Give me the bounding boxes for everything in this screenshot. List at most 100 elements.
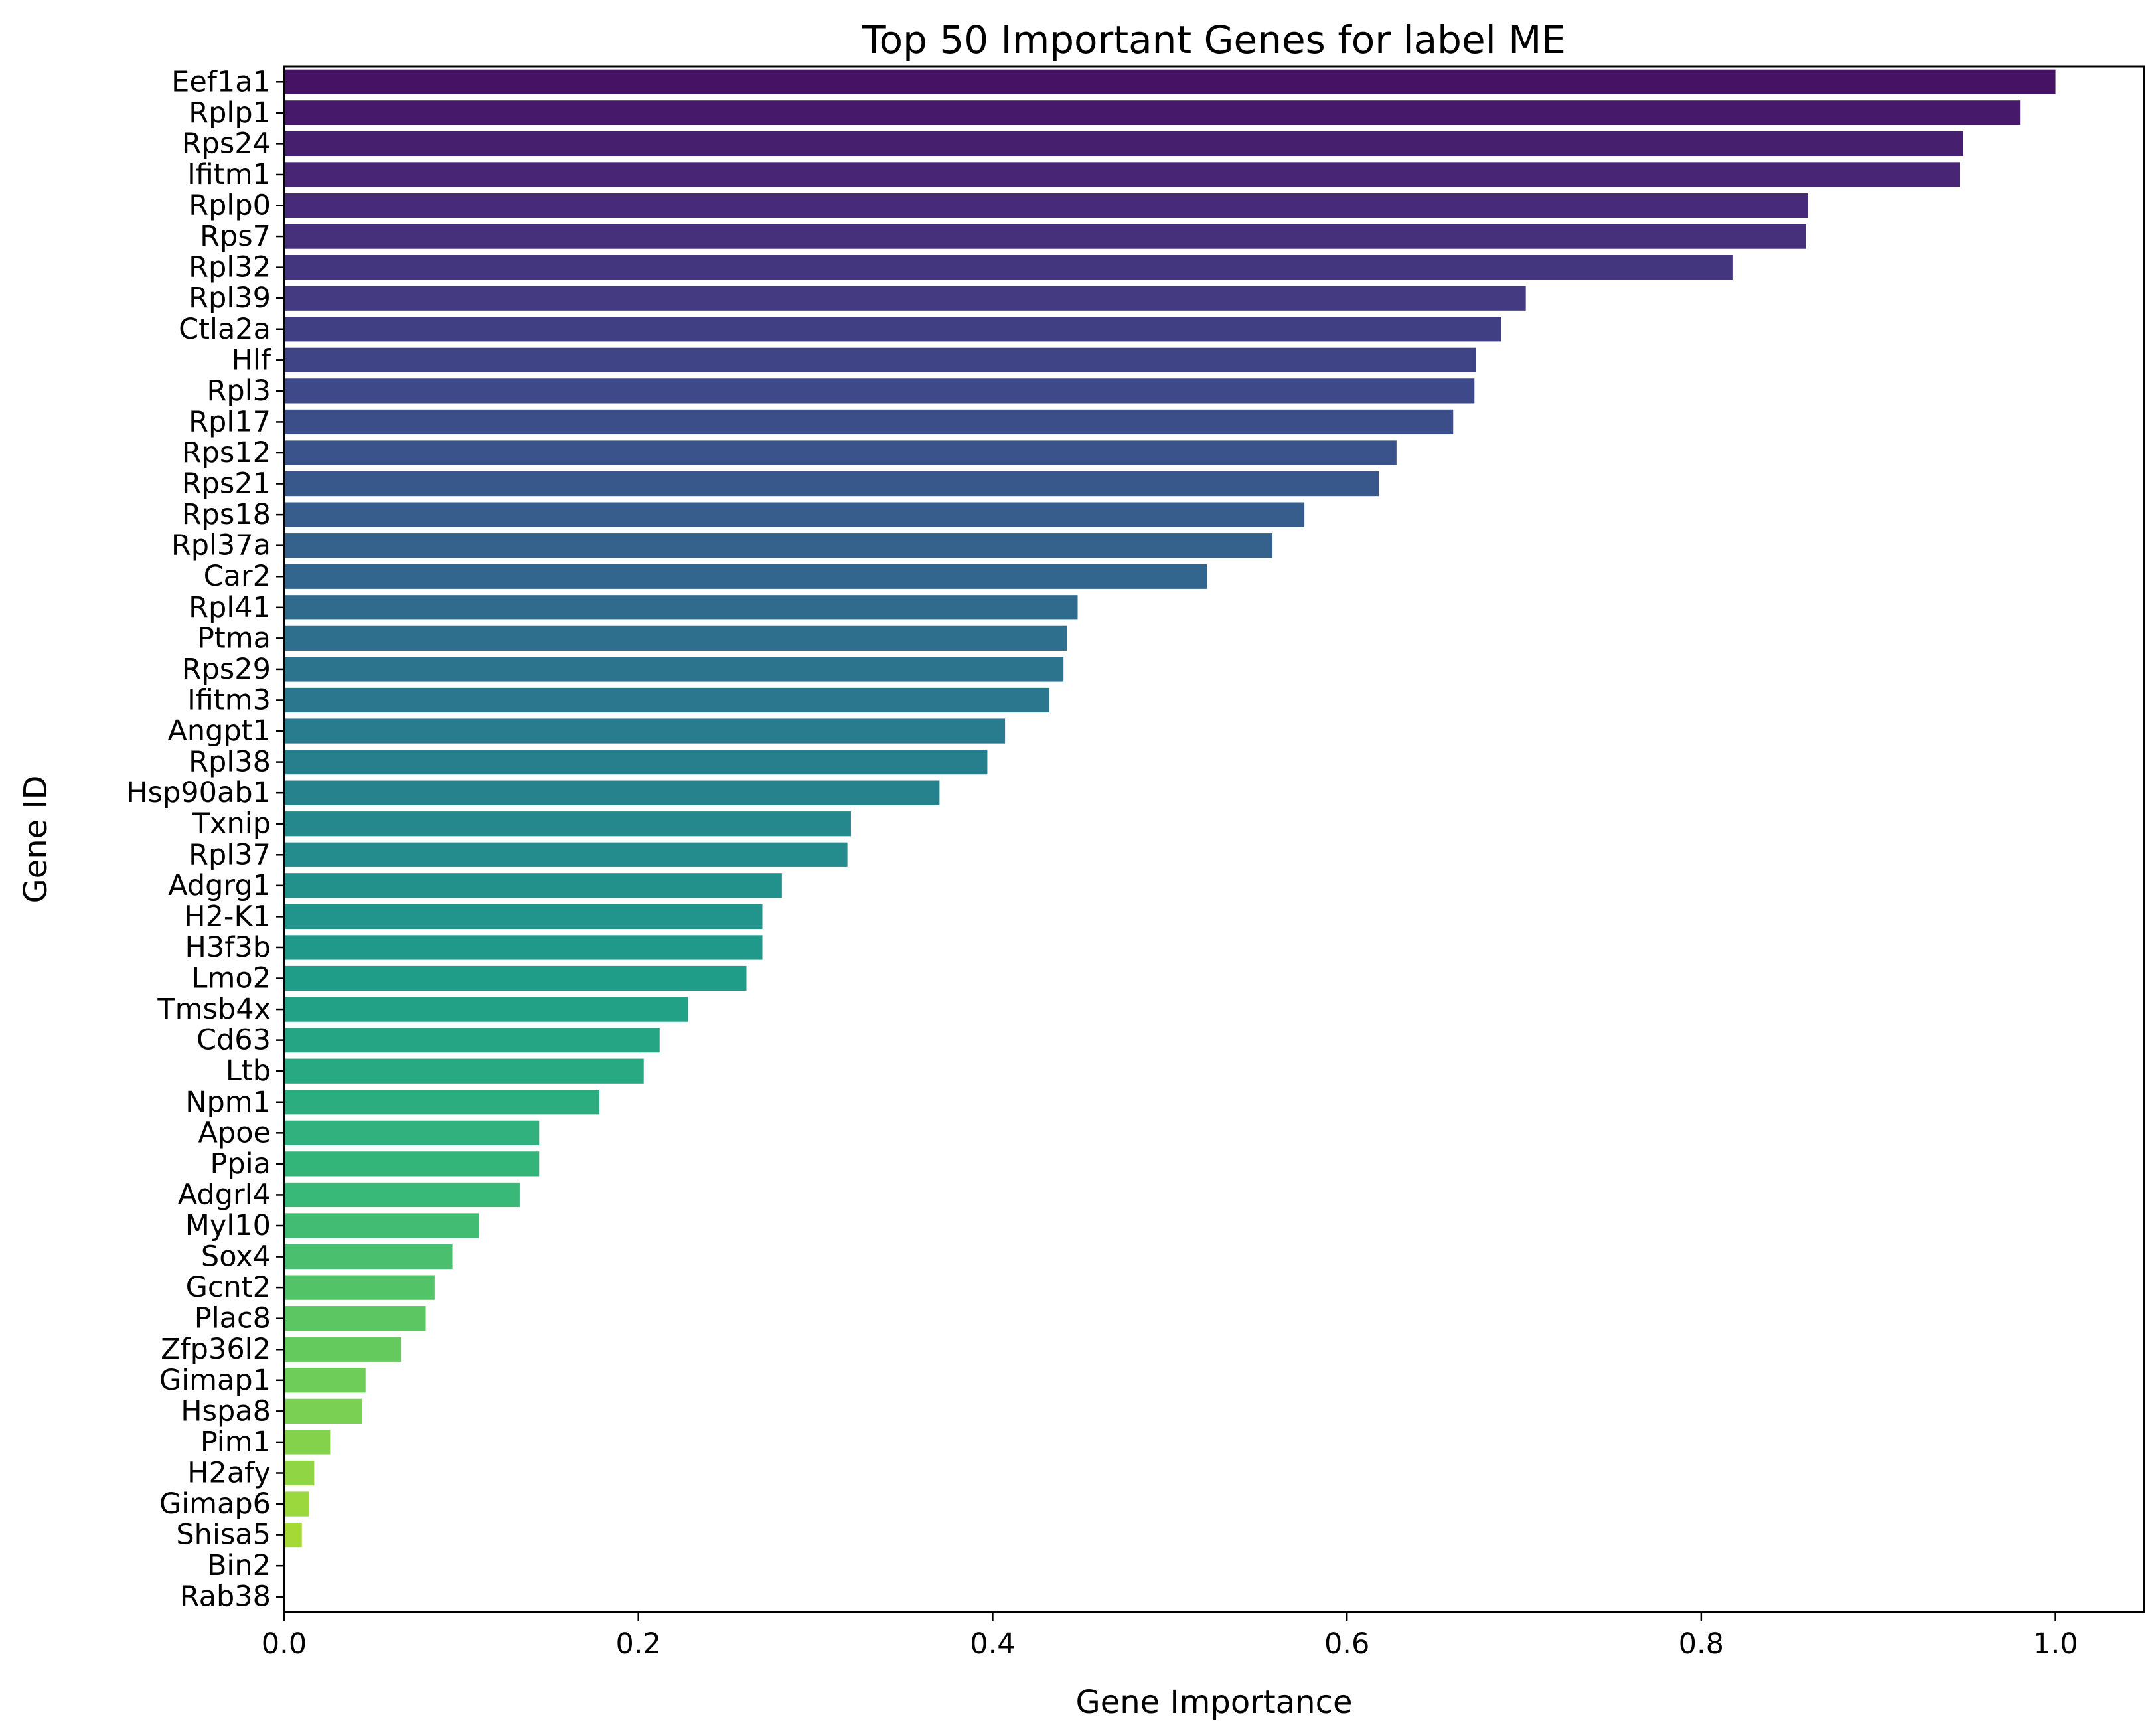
y-tick-label: Txnip [192, 807, 271, 841]
bar-ptma [284, 625, 1067, 651]
y-tick-label: Shisa5 [176, 1519, 271, 1552]
bar-hspa8 [284, 1398, 362, 1424]
bar-zfp36l2 [284, 1337, 402, 1362]
bar-gcnt2 [284, 1275, 435, 1300]
bar-h2afy [284, 1460, 315, 1486]
y-tick-label: Rplp0 [189, 189, 271, 222]
x-tick-label: 0.4 [970, 1627, 1015, 1661]
bar-ctla2a [284, 317, 1502, 342]
y-tick-label: Zfp36l2 [161, 1333, 271, 1366]
y-axis-label: Gene ID [17, 775, 54, 903]
bar-rps21 [284, 471, 1379, 497]
bar-tmsb4x [284, 997, 688, 1022]
bar-rpl17 [284, 409, 1454, 435]
bar-rpl3 [284, 378, 1475, 404]
bar-gimap1 [284, 1368, 366, 1393]
y-tick-label: Rps29 [182, 653, 271, 686]
y-tick-label: Myl10 [185, 1209, 271, 1242]
y-tick-label: Gcnt2 [186, 1271, 271, 1304]
y-tick-label: Tmsb4x [157, 993, 271, 1026]
y-tick-label: Cd63 [196, 1024, 271, 1057]
x-ticks: 0.0 0.2 0.4 0.6 0.8 1.0 [262, 1612, 2078, 1661]
y-tick-label: Ifitm1 [187, 158, 271, 191]
y-tick-label: Rpl32 [189, 251, 271, 284]
y-tick-label: Rplp1 [189, 96, 271, 129]
bar-eef1a1 [284, 69, 2056, 94]
y-tick-label: H2afy [187, 1456, 271, 1489]
y-tick-label: Rpl41 [189, 591, 271, 624]
y-tick-label: Bin2 [207, 1549, 271, 1582]
bar-angpt1 [284, 718, 1006, 744]
bar-adgrg1 [284, 873, 782, 898]
x-tick-label: 1.0 [2033, 1627, 2078, 1661]
y-tick-label: Hlf [232, 343, 271, 376]
y-tick-label: Rpl39 [189, 282, 271, 315]
y-tick-label: Rps7 [200, 220, 271, 253]
y-tick-label: Lmo2 [191, 962, 271, 995]
plot-frame [283, 65, 2145, 1613]
y-tick-label: Ctla2a [179, 313, 271, 346]
chart-title: Top 50 Important Genes for label ME [862, 17, 1566, 62]
bar-plac8 [284, 1306, 426, 1331]
y-tick-label: Rab38 [180, 1580, 271, 1613]
bar-shisa5 [284, 1522, 302, 1548]
y-tick-label: Ppia [210, 1147, 271, 1181]
x-tick-label: 0.0 [262, 1627, 307, 1661]
bar-rps18 [284, 502, 1305, 527]
y-tick-label: Gimap1 [159, 1364, 271, 1397]
bar-rps29 [284, 657, 1064, 682]
bar-rplp1 [284, 100, 2021, 125]
bar-ifitm3 [284, 687, 1049, 713]
y-tick-label: Rpl38 [189, 746, 271, 779]
bars [284, 69, 2056, 1548]
x-tick-label: 0.2 [616, 1627, 661, 1661]
y-tick-labels: Eef1a1Rplp1Rps24Ifitm1Rplp0Rps7Rpl32Rpl3… [126, 65, 284, 1613]
bar-car2 [284, 564, 1207, 589]
y-tick-label: Pim1 [200, 1426, 271, 1459]
bar-hsp90ab1 [284, 780, 940, 805]
y-tick-label: Rps24 [182, 127, 271, 160]
y-tick-label: H3f3b [185, 931, 271, 964]
y-tick-label: Rps18 [182, 498, 271, 531]
y-tick-label: Gimap6 [159, 1487, 271, 1521]
y-tick-label: Ifitm3 [187, 683, 271, 716]
y-tick-label: H2-K1 [184, 900, 271, 933]
bar-adgrl4 [284, 1182, 520, 1208]
y-tick-label: Npm1 [185, 1086, 271, 1119]
bar-rps24 [284, 131, 1964, 157]
bar-ifitm1 [284, 162, 1960, 187]
y-tick-label: Hsp90ab1 [126, 776, 271, 809]
bar-rpl41 [284, 595, 1078, 620]
y-tick-label: Rpl37a [171, 529, 271, 562]
y-tick-label: Sox4 [201, 1240, 271, 1274]
y-tick-label: Rpl17 [189, 405, 271, 438]
bar-rplp0 [284, 193, 1808, 218]
bar-txnip [284, 811, 851, 837]
x-axis-label: Gene Importance [1076, 1684, 1353, 1721]
bar-gimap6 [284, 1491, 309, 1517]
x-tick-label: 0.6 [1324, 1627, 1369, 1661]
bar-rpl32 [284, 255, 1733, 280]
y-tick-label: Plac8 [194, 1302, 271, 1335]
y-tick-label: Adgrl4 [178, 1178, 271, 1211]
y-tick-label: Ltb [226, 1054, 271, 1088]
y-tick-label: Ptma [197, 621, 271, 655]
bar-cd63 [284, 1028, 660, 1053]
bar-apoe [284, 1120, 540, 1145]
y-tick-label: Adgrg1 [168, 869, 271, 902]
y-tick-label: Apoe [198, 1116, 271, 1149]
y-tick-label: Rpl37 [189, 838, 271, 871]
bar-rps12 [284, 440, 1397, 465]
y-tick-label: Angpt1 [168, 714, 271, 748]
bar-myl10 [284, 1213, 479, 1238]
bar-h3f3b [284, 935, 763, 960]
bar-ppia [284, 1151, 540, 1177]
bar-lmo2 [284, 965, 747, 991]
y-tick-label: Rps21 [182, 467, 271, 501]
y-tick-label: Rps12 [182, 436, 271, 469]
bar-pim1 [284, 1430, 331, 1455]
bar-rpl39 [284, 286, 1526, 311]
bar-rps7 [284, 224, 1806, 249]
y-tick-label: Car2 [204, 560, 271, 593]
